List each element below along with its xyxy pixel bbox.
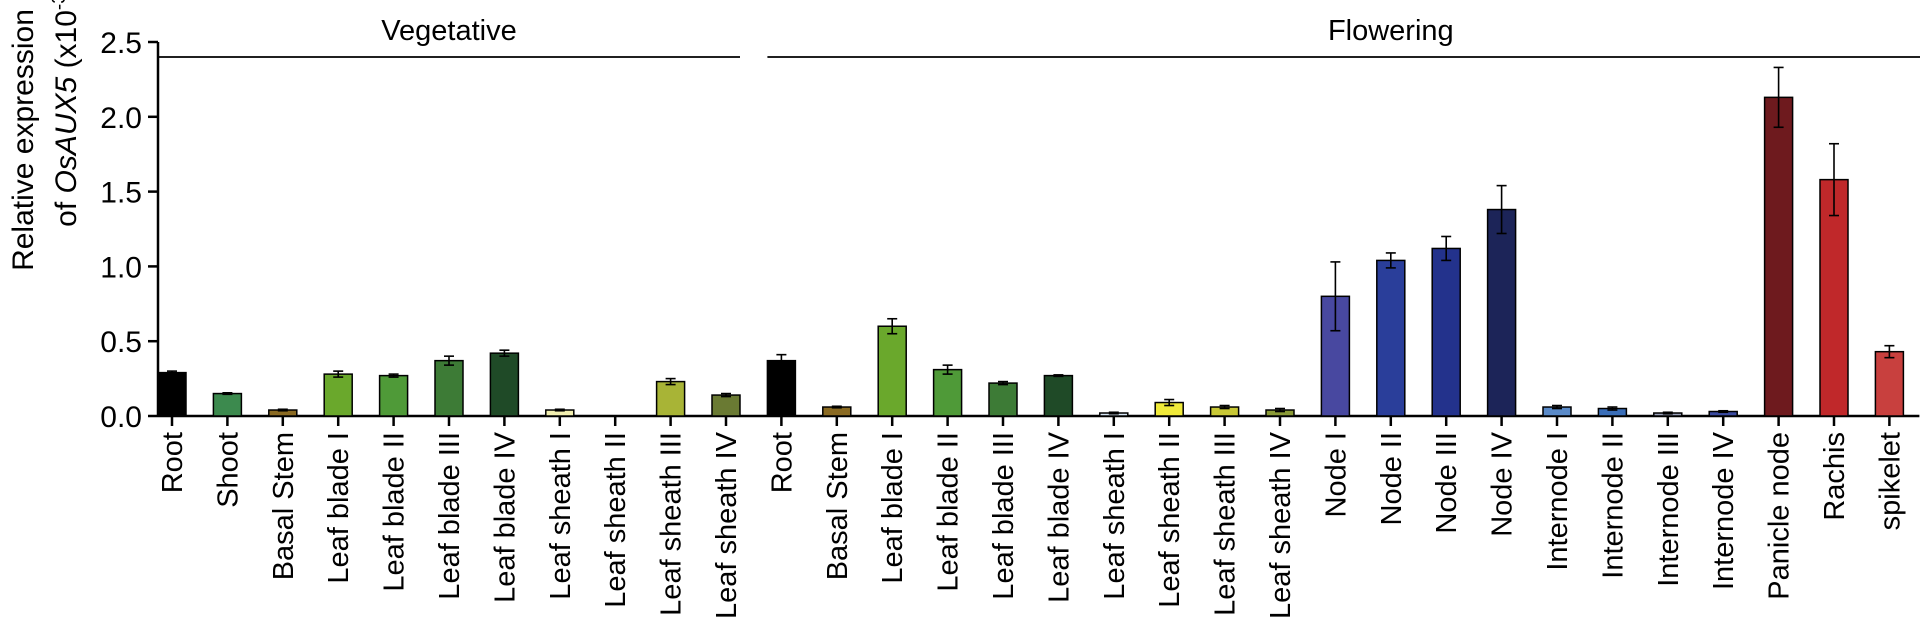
x-tick-label-16: Leaf blade IV: [1043, 431, 1075, 603]
x-tick-label-12: Basal Stem: [822, 432, 854, 580]
x-tick-label-6: Leaf blade IV: [489, 431, 521, 603]
x-tick-label-17: Leaf sheath I: [1099, 432, 1131, 600]
x-tick-label-15: Leaf blade III: [988, 432, 1020, 600]
x-tick-label-7: Leaf sheath I: [545, 432, 577, 600]
x-tick-label-19: Leaf sheath III: [1210, 432, 1242, 616]
bar-6: [489, 352, 520, 417]
bar-16: [1043, 374, 1074, 417]
x-tick-label-28: Internode IV: [1708, 431, 1740, 590]
x-tick-label-31: spikelet: [1874, 432, 1906, 530]
bar-9: [655, 380, 686, 417]
x-tick-label-20: Leaf sheath IV: [1265, 431, 1297, 619]
x-tick-label-9: Leaf sheath III: [656, 432, 688, 616]
bar-24: [1486, 208, 1517, 417]
bar-15: [988, 382, 1018, 417]
x-tick-label-14: Leaf blade II: [933, 432, 965, 592]
x-tick-label-13: Leaf blade I: [877, 432, 909, 584]
x-tick-label-11: Root: [766, 432, 798, 493]
bar-10: [711, 394, 741, 417]
x-tick-label-10: Leaf sheath IV: [711, 431, 743, 619]
bar-11: [766, 359, 797, 417]
x-tick-label-29: Panicle node: [1764, 432, 1796, 600]
bar-22: [1376, 259, 1406, 417]
x-tick-label-23: Node III: [1431, 432, 1463, 534]
x-tick-label-21: Node I: [1320, 432, 1352, 517]
x-tick-label-8: Leaf sheath II: [600, 432, 632, 608]
y-tick-label-5: 2.5: [100, 27, 142, 60]
x-tick-label-0: Root: [157, 432, 189, 493]
bar-5: [434, 359, 464, 417]
group-label-0: Vegetative: [381, 15, 516, 47]
x-tick-label-2: Basal Stem: [268, 432, 300, 580]
bar-14: [932, 368, 963, 417]
x-tick-label-25: Internode I: [1542, 432, 1574, 571]
group-label-1: Flowering: [1328, 15, 1454, 47]
y-tick-label-0: 0.0: [100, 401, 142, 434]
x-tick-label-30: Rachis: [1819, 432, 1851, 521]
x-tick-label-27: Internode III: [1653, 432, 1685, 587]
x-tick-label-5: Leaf blade III: [434, 432, 466, 600]
bar-3: [323, 373, 353, 417]
x-tick-label-3: Leaf blade I: [323, 432, 355, 584]
y-tick-label-2: 1.0: [100, 251, 142, 284]
x-tick-label-18: Leaf sheath II: [1154, 432, 1186, 608]
x-tick-label-22: Node II: [1376, 432, 1408, 526]
x-tick-label-26: Internode II: [1597, 432, 1629, 579]
bar-4: [378, 374, 409, 417]
x-tick-label-1: Shoot: [212, 432, 244, 508]
x-tick-label-24: Node IV: [1487, 431, 1519, 536]
bar-31: [1874, 350, 1905, 417]
y-tick-label-4: 2.0: [100, 102, 142, 135]
bar-23: [1431, 247, 1461, 417]
bar-1: [212, 392, 243, 417]
bar-29: [1763, 96, 1794, 417]
bar-13: [877, 325, 907, 417]
y-tick-label-1: 0.5: [100, 326, 142, 359]
bar-0: [157, 371, 187, 417]
y-tick-label-3: 1.5: [100, 177, 142, 210]
x-tick-label-4: Leaf blade II: [379, 432, 411, 592]
